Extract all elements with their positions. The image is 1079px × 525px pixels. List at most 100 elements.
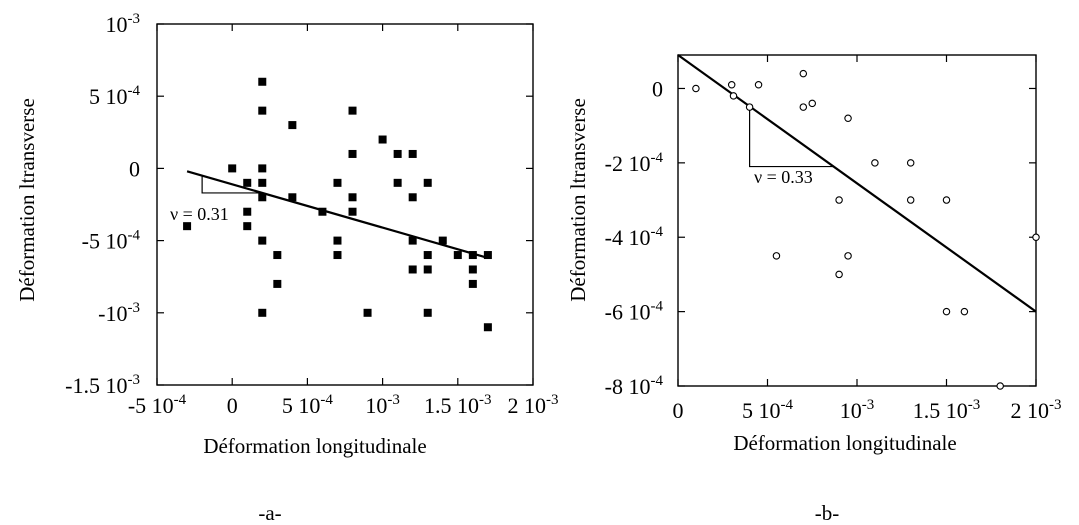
panel-a-data-point [348,149,357,158]
panel-a-data-point [468,251,477,260]
panel-a-data-point [423,265,432,274]
panel-b-data-point [960,307,969,316]
panel-b-poisson-annotation: ν = 0.33 [754,167,813,187]
panel-a-x-tick-label: 10-3 [365,392,400,418]
panel-a-data-point [333,236,342,245]
panel-a-plot-frame [156,23,534,386]
panel-a-x-tick-label: 2 10-3 [508,392,559,418]
panel-b-data-point [906,196,915,204]
panel-a-data-point [243,207,252,216]
panel-a-x-tick-label: 1.5 10-3 [424,392,492,418]
panel-a-y-tick-label: -5 10-4 [82,228,141,254]
panel-b-plot-frame [677,54,1037,387]
panel-a-slope-triangle [201,175,263,194]
panel-a-data-point [408,265,417,274]
panel-a-data-point [288,121,297,130]
panel-a-data-point [438,236,447,245]
panel-a-data-point [468,265,477,274]
panel-a-data-point [258,178,267,187]
panel-b-y-tick-label: -2 10-4 [605,150,664,176]
panel-b-data-point [942,307,951,316]
panel-b-data-point [844,114,852,122]
panel-a-fit-line [186,170,489,259]
panel-a-data-point [258,164,267,173]
panel-b-x-tick-label: 0 [673,398,684,423]
panel-b-data-point [835,270,843,279]
panel-b-data-point [745,103,754,111]
panel-b-data-point [1032,233,1040,241]
panel-b-x-tick-label: 10-3 [840,397,875,423]
panel-b-slope-triangle [748,107,834,168]
panel-b-data-point [906,159,915,167]
panel-b-x-tick-label: 5 10-4 [742,397,793,423]
panel-a-chart: -5 10-4 0 5 10-4 10-3 1.5 10-3 2 10-3 10-3 5 10… [15,11,559,525]
panel-a-y-tick-label: -10-3 [98,300,140,326]
panel-a-y-tick-label: 5 10-4 [89,83,140,109]
panel-a-data-point [333,178,342,187]
panel-b-plot-area: 0 5 10-4 10-3 1.5 10-3 2 10-3 0 -2 10-4 -4 10-4… [605,54,1062,423]
panel-b-y-tick-label: -6 10-4 [605,299,664,325]
panel-b-data-point [799,69,808,78]
panel-a-y-tick-label: -1.5 10-3 [65,372,140,398]
panel-a-data-point [348,193,357,202]
panel-a-poisson-annotation: ν = 0.31 [170,204,229,224]
panel-a-data-point [243,178,252,187]
panel-a-data-point [423,251,432,260]
panel-a-data-point [468,279,477,288]
panel-a-data-point [483,323,492,332]
panel-a-data-point [258,106,267,115]
panel-a-data-point [408,193,417,202]
panel-b-data-point [835,196,843,204]
panel-b-data-point [871,159,879,167]
panel-b-y-tick-label: 0 [652,76,663,101]
panel-b-data-point [772,252,781,260]
panel-b-data-point [754,81,763,89]
panel-a-data-point [333,251,342,260]
panel-a-data-point [393,149,402,158]
panel-a-data-point [273,279,282,288]
panel-b-x-tick-label: 1.5 10-3 [913,397,981,423]
panel-a-data-point [423,308,432,317]
panel-a-x-axis-title: Déformation longitudinale [203,434,426,458]
panel-a-data-point [258,193,267,202]
panel-a-data-point [393,178,402,187]
panel-a-label: -a- [258,501,281,525]
panel-a-data-point [288,193,297,202]
panel-a-data-point [258,77,267,86]
panel-b-data-point [844,252,852,260]
panel-a-data-point [228,164,237,173]
panel-b-label: -b- [815,501,840,525]
panel-b-y-tick-label: -8 10-4 [605,373,664,399]
panel-a-data-point [258,236,267,245]
panel-b-data-point [996,382,1004,390]
panel-a-data-point [363,308,372,317]
panel-a-data-point [273,251,282,260]
panel-b-data-point [808,99,816,108]
panel-a-data-point [348,207,357,216]
panel-a-data-point [408,149,417,158]
panel-a-y-tick-label: 10-3 [106,11,141,37]
panel-a-data-point [258,308,267,317]
panel-a-x-tick-label: -5 10-4 [128,392,187,418]
panel-b-data-point [692,84,700,93]
panel-a-data-point [453,251,462,260]
panel-a-data-point [243,222,252,231]
panel-a-data-point [318,207,327,216]
panel-a-data-point [483,251,492,260]
panel-b-chart: 0 5 10-4 10-3 1.5 10-3 2 10-3 0 -2 10-4 -4 10-4… [566,54,1062,525]
panel-a-data-point [378,135,387,144]
panel-a-x-tick-label: 5 10-4 [282,392,333,418]
panel-a-data-point [348,106,357,115]
panel-a-data-point [408,236,417,245]
panel-a-y-tick-label: 0 [129,156,140,181]
panel-a-data-point [183,222,192,231]
panel-b-data-point [729,92,738,100]
panel-b-x-tick-label: 2 10-3 [1011,397,1062,423]
panel-a-y-axis-title: Déformation ltransverse [15,98,39,302]
panel-a-plot-area: -5 10-4 0 5 10-4 10-3 1.5 10-3 2 10-3 10-3 5 10… [65,11,558,418]
panel-b-fit-line [677,54,1037,313]
panel-b-x-axis-title: Déformation longitudinale [733,431,956,455]
panel-b-data-point [942,196,951,204]
panel-a-data-point [423,178,432,187]
panel-a-x-tick-label: 0 [227,393,238,418]
